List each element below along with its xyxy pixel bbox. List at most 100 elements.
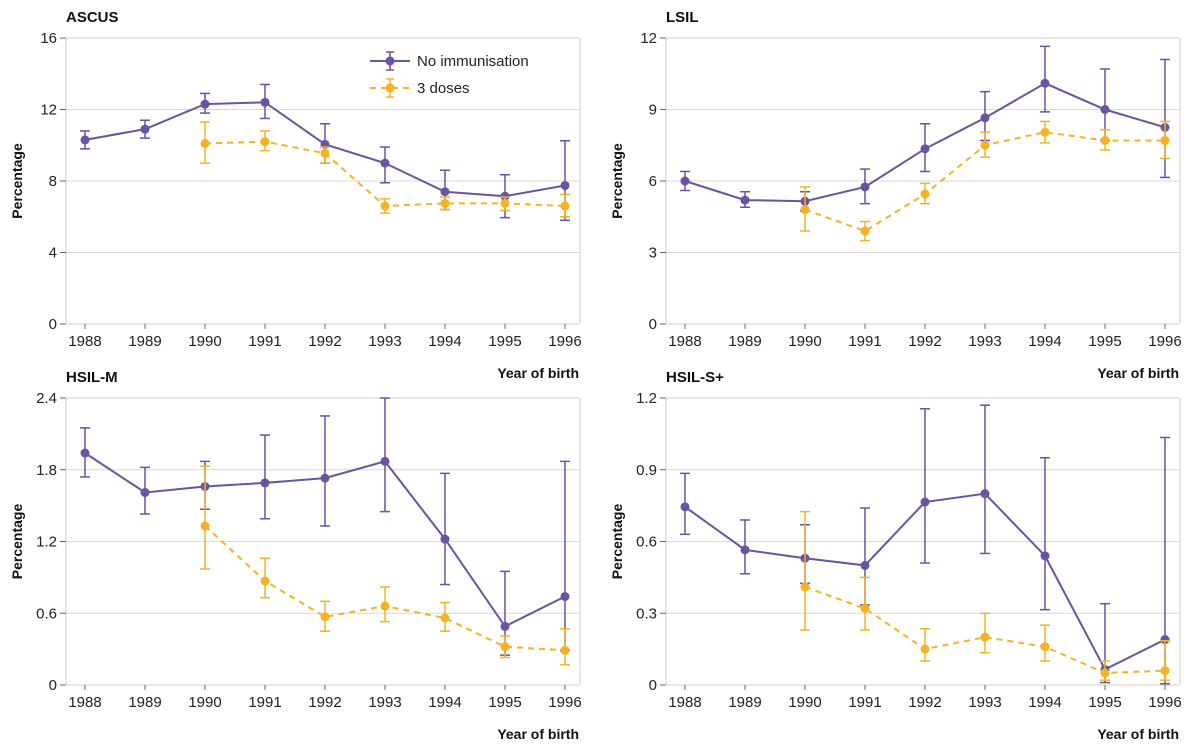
- x-axis-title: Year of birth: [497, 726, 579, 740]
- x-tick-label: 1989: [728, 333, 761, 350]
- x-tick-label: 1989: [728, 694, 761, 711]
- data-point: [440, 534, 450, 544]
- data-point: [440, 613, 450, 623]
- data-point: [1040, 127, 1050, 137]
- data-point: [1040, 551, 1050, 561]
- y-tick-label: 16: [40, 30, 57, 47]
- x-tick-label: 1994: [1028, 694, 1061, 711]
- data-point: [860, 226, 870, 236]
- x-tick-label: 1992: [308, 333, 341, 350]
- y-tick-label: 0.6: [36, 605, 57, 622]
- x-tick-label: 1994: [428, 333, 461, 350]
- panel-title: LSIL: [666, 9, 699, 26]
- x-tick-label: 1992: [908, 694, 941, 711]
- y-axis-label: Percentage: [609, 504, 625, 580]
- y-tick-label: 3: [649, 245, 657, 262]
- data-point: [680, 502, 690, 512]
- data-point: [260, 478, 270, 488]
- data-point: [1040, 78, 1050, 88]
- data-point: [380, 158, 390, 168]
- x-tick-label: 1996: [1148, 333, 1181, 350]
- x-tick-label: 1995: [1088, 333, 1121, 350]
- data-point: [560, 201, 570, 211]
- x-tick-label: 1992: [908, 333, 941, 350]
- panel-3: 0 0.3 0.6 0.9 1.2 1988 1989 1990 1991 1992 1993 199…: [609, 369, 1182, 742]
- data-point: [440, 187, 450, 197]
- x-tick-label: 1988: [668, 333, 701, 350]
- x-tick-label: 1996: [1148, 694, 1181, 711]
- data-point: [680, 176, 690, 186]
- y-tick-label: 0: [49, 316, 57, 333]
- data-point: [860, 603, 870, 613]
- y-tick-label: 1.2: [636, 390, 657, 407]
- x-tick-label: 1991: [848, 694, 881, 711]
- data-point: [320, 473, 330, 483]
- data-point: [860, 560, 870, 570]
- data-point: [1160, 135, 1170, 145]
- data-point: [980, 632, 990, 642]
- x-tick-label: 1995: [488, 694, 521, 711]
- panel-title: HSIL-M: [66, 369, 118, 386]
- y-axis-label: Percentage: [9, 143, 25, 219]
- x-tick-label: 1990: [188, 333, 221, 350]
- data-point: [740, 195, 750, 205]
- panel-0: 0 4 8 12 16 1988 1989 1990 1991 1992 1993 1994 1995 1…: [9, 9, 582, 381]
- x-tick-label: 1995: [1088, 694, 1121, 711]
- data-point: [1040, 642, 1050, 652]
- y-tick-label: 0: [649, 677, 657, 694]
- y-tick-label: 4: [49, 245, 57, 262]
- data-point: [800, 582, 810, 592]
- legend-marker: [385, 83, 395, 93]
- data-point: [1100, 668, 1110, 678]
- data-point: [140, 124, 150, 134]
- y-axis-label: Percentage: [9, 504, 25, 580]
- x-tick-label: 1996: [548, 333, 581, 350]
- y-tick-label: 0.6: [636, 534, 657, 551]
- legend-label: 3 doses: [417, 80, 470, 97]
- data-point: [260, 97, 270, 107]
- x-tick-label: 1990: [188, 694, 221, 711]
- y-tick-label: 0.9: [636, 462, 657, 479]
- data-point: [440, 198, 450, 208]
- legend: No immunisation 3 doses: [370, 51, 529, 98]
- data-point: [1100, 135, 1110, 145]
- data-point: [320, 148, 330, 158]
- x-axis-title: Year of birth: [1097, 365, 1179, 381]
- x-tick-label: 1991: [248, 694, 281, 711]
- x-tick-label: 1989: [128, 333, 161, 350]
- data-point: [980, 489, 990, 499]
- x-tick-label: 1993: [368, 333, 401, 350]
- x-tick-label: 1991: [248, 333, 281, 350]
- x-tick-label: 1988: [68, 333, 101, 350]
- panel-title: HSIL-S+: [666, 369, 724, 386]
- x-axis-title: Year of birth: [497, 365, 579, 381]
- data-point: [80, 448, 90, 458]
- x-tick-label: 1993: [368, 694, 401, 711]
- data-point: [80, 135, 90, 145]
- y-tick-label: 2.4: [36, 390, 57, 407]
- data-point: [500, 191, 510, 201]
- x-axis-title: Year of birth: [1097, 726, 1179, 740]
- x-tick-label: 1988: [668, 694, 701, 711]
- legend-label: No immunisation: [417, 53, 529, 70]
- data-point: [920, 189, 930, 199]
- y-axis-label: Percentage: [609, 143, 625, 219]
- data-point: [980, 113, 990, 123]
- y-tick-label: 0: [49, 677, 57, 694]
- y-tick-label: 9: [649, 102, 657, 119]
- data-point: [500, 642, 510, 652]
- y-tick-label: 6: [649, 173, 657, 190]
- data-point: [200, 521, 210, 531]
- x-tick-label: 1993: [968, 333, 1001, 350]
- y-tick-label: 12: [640, 30, 657, 47]
- panel-1: 0 3 6 9 12 1988 1989 1990 1991 1992 1993 1994 1995 19…: [609, 9, 1182, 381]
- x-tick-label: 1989: [128, 694, 161, 711]
- data-point: [260, 137, 270, 147]
- data-point: [920, 644, 930, 654]
- data-point: [740, 545, 750, 555]
- x-tick-label: 1990: [788, 333, 821, 350]
- x-tick-label: 1988: [68, 694, 101, 711]
- data-point: [380, 456, 390, 466]
